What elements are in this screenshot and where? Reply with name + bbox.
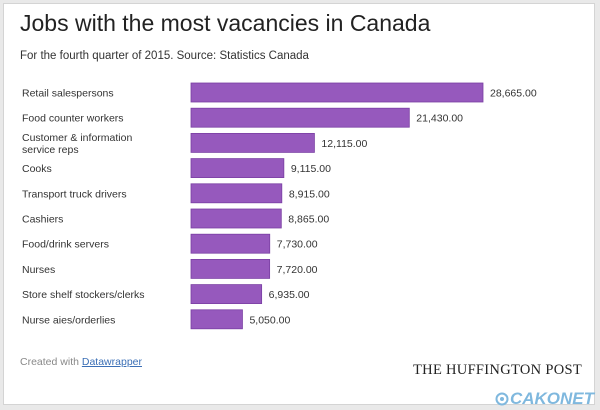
bar-value-label: 5,050.00 — [249, 314, 290, 326]
created-with-text: Created with — [20, 356, 79, 368]
bar — [190, 132, 315, 153]
credit-line: Created with Datawrapper — [20, 356, 142, 368]
cakonet-watermark: CAKONET — [495, 389, 594, 409]
category-label: Food/drink servers — [22, 239, 109, 251]
category-label: Customer & information service reps — [22, 132, 132, 156]
bar-value-label: 12,115.00 — [321, 138, 367, 150]
bar — [190, 107, 410, 128]
datawrapper-link[interactable]: Datawrapper — [81, 356, 142, 368]
category-label: Transport truck drivers — [22, 188, 127, 200]
category-label: Retail salespersons — [22, 88, 114, 100]
bar — [190, 309, 243, 330]
cakonet-logo-icon — [495, 392, 509, 406]
category-label: Food counter workers — [22, 113, 124, 125]
bar-value-label: 8,865.00 — [288, 214, 329, 226]
category-label: Nurse aies/orderlies — [22, 314, 115, 326]
bar-value-label: 6,935.00 — [269, 289, 310, 301]
bar-value-label: 21,430.00 — [416, 113, 463, 125]
bar — [190, 233, 271, 254]
bar-value-label: 9,115.00 — [291, 163, 331, 175]
category-label: Nurses — [22, 264, 55, 276]
bar — [190, 158, 285, 179]
chart-subtitle: For the fourth quarter of 2015. Source: … — [20, 50, 309, 62]
category-label: Cooks — [22, 163, 52, 175]
watermark-text: CAKONET — [509, 389, 594, 408]
bar — [190, 208, 282, 229]
bar-value-label: 8,915.00 — [289, 188, 330, 200]
bar — [190, 258, 271, 279]
bar — [190, 284, 263, 305]
chart-title: Jobs with the most vacancies in Canada — [20, 10, 431, 36]
category-label: Store shelf stockers/clerks — [22, 289, 145, 301]
bar-value-label: 28,665.00 — [490, 88, 537, 100]
bar — [190, 82, 484, 103]
category-label: Cashiers — [22, 214, 63, 226]
bar — [190, 183, 283, 204]
chart-card — [3, 3, 595, 405]
bar-value-label: 7,730.00 — [277, 239, 318, 251]
bar-value-label: 7,720.00 — [277, 264, 318, 276]
huffington-post-logo: THE HUFFINGTON POST — [413, 362, 582, 378]
